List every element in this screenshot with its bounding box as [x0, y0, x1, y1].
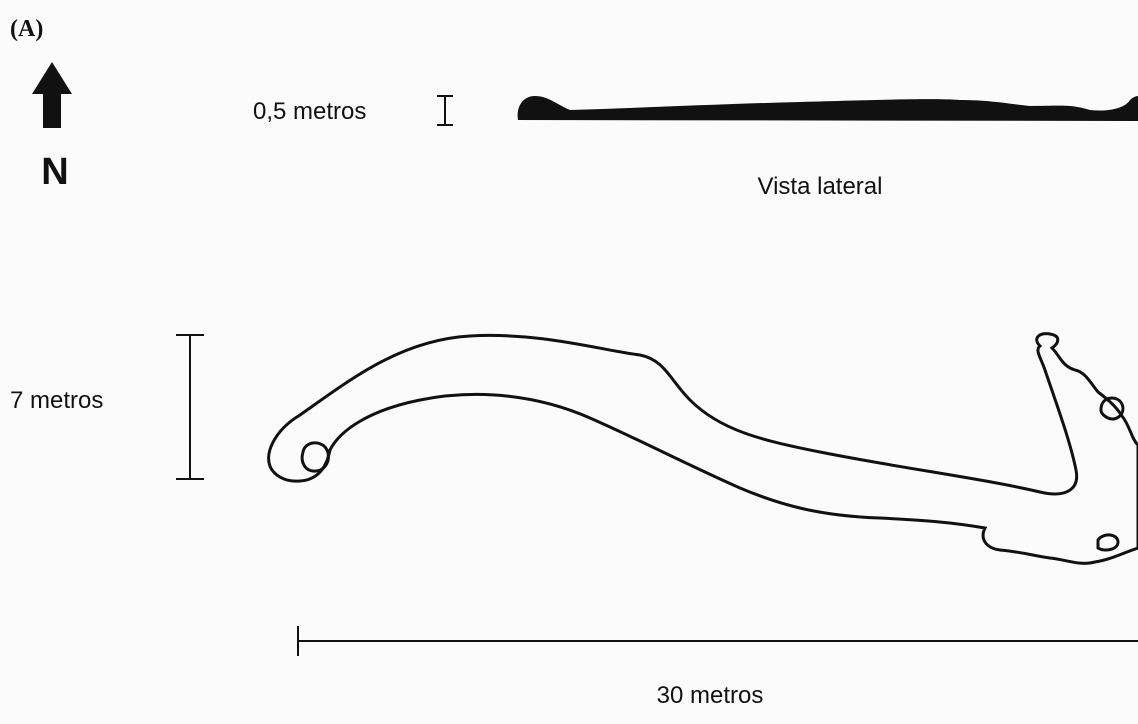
horizontal-scale-label: 30 metros — [657, 682, 764, 709]
north-label: N — [41, 151, 68, 193]
lateral-profile — [517, 96, 1138, 121]
cave-chamber — [1099, 396, 1125, 421]
panel-label: (A) — [10, 16, 43, 42]
lateral-scale-bar — [437, 95, 453, 126]
horizontal-scale-bar — [297, 626, 1138, 656]
lateral-scale-label: 0,5 metros — [253, 98, 366, 125]
cave-outline — [267, 332, 1138, 565]
vertical-scale-label: 7 metros — [10, 387, 103, 414]
cave-chamber — [300, 441, 330, 473]
lateral-view-label: Vista lateral — [758, 173, 883, 200]
north-arrow — [32, 62, 72, 128]
vertical-scale-bar — [176, 334, 204, 480]
cave-chamber — [1096, 533, 1120, 552]
